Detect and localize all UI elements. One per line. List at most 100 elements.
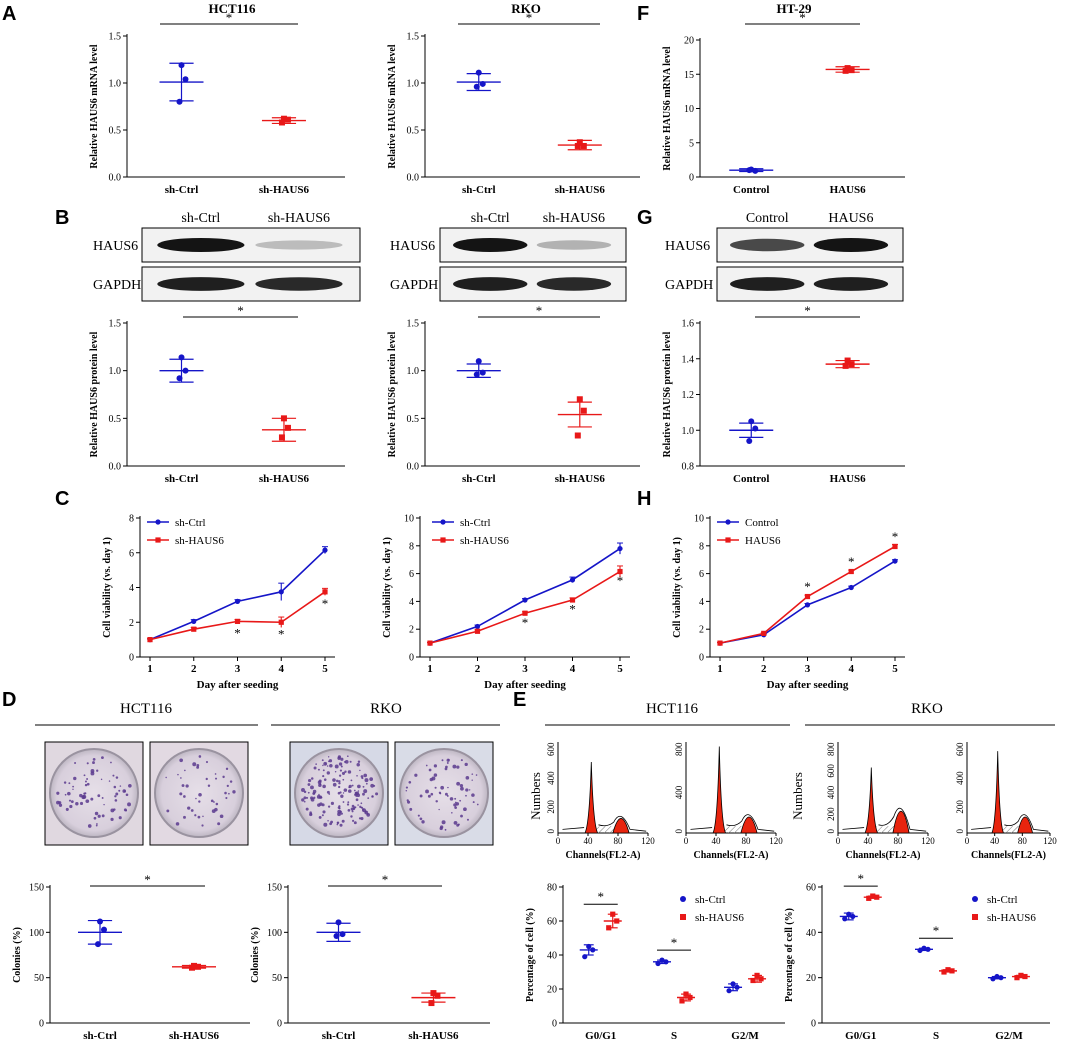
hist-y-tick-label: 200: [546, 800, 556, 814]
colony-dot: [326, 771, 330, 775]
colony-dot: [440, 785, 445, 790]
colony-dot: [350, 815, 353, 818]
colony-dot: [307, 778, 312, 783]
colony-dot: [232, 790, 236, 794]
colony-dot: [369, 777, 374, 781]
colony-dot: [463, 807, 467, 812]
y-tick-label: 0: [129, 653, 134, 664]
colony-dot: [350, 779, 353, 782]
western-blot-g-ht29: Control HAUS6 HAUS6 GAPDH: [665, 211, 904, 302]
hist-y-tick-label: 800: [674, 742, 684, 756]
y-tick-label: 6: [409, 569, 414, 580]
colony-dot: [175, 822, 180, 826]
colony-dot: [362, 792, 365, 796]
blot-lane-label: sh-HAUS6: [543, 211, 605, 226]
colony-dot: [322, 784, 326, 789]
x-category-label: sh-HAUS6: [259, 184, 310, 196]
x-tick-label: 2: [475, 663, 481, 675]
colony-dot: [460, 786, 464, 791]
colony-dot: [319, 783, 322, 786]
colony-dot: [165, 776, 167, 779]
colony-dot: [419, 794, 423, 798]
colony-dot: [465, 776, 470, 780]
x-category-label: sh-HAUS6: [259, 473, 310, 485]
y-axis-label: Percentage of cell (%): [784, 908, 795, 1002]
data-point: [663, 959, 669, 965]
data-point: [339, 931, 346, 938]
colony-dot: [417, 814, 420, 817]
panel-letter-e: E: [513, 689, 526, 711]
colony-dot: [336, 779, 339, 783]
significance-star: *: [569, 602, 576, 617]
significance-star: *: [536, 303, 543, 318]
flow-group-title: RKO: [911, 701, 943, 717]
blot-lane-label: sh-HAUS6: [268, 211, 330, 226]
colony-dot: [468, 789, 471, 791]
colony-dot: [338, 774, 342, 777]
hist-g1-peak: [584, 762, 599, 834]
colony-dot: [428, 768, 432, 772]
significance-star: *: [671, 935, 678, 950]
blot-row-label: HAUS6: [665, 239, 710, 254]
significance-star: *: [933, 923, 940, 938]
y-axis-label: Relative HAUS6 protein level: [89, 331, 100, 457]
colony-dot: [64, 793, 67, 796]
data-point: [659, 957, 665, 963]
x-tick-label: 1: [147, 663, 153, 675]
y-tick-label: 0: [689, 173, 694, 184]
colony-dot: [357, 760, 361, 763]
colony-dot: [310, 777, 314, 780]
colony-dot: [459, 799, 462, 802]
data-point: [178, 354, 185, 361]
colony-dot: [93, 816, 97, 820]
colony-dot: [322, 764, 324, 767]
colony-dot: [198, 755, 202, 758]
colony-dot: [466, 818, 469, 821]
y-tick-label: 10: [404, 514, 414, 525]
colony-dot: [347, 770, 352, 774]
data-point: [804, 602, 811, 608]
colony-dot: [114, 799, 118, 802]
legend-marker: [725, 519, 731, 525]
blot-band: [255, 277, 343, 291]
data-point: [804, 593, 811, 600]
colony-dot: [339, 810, 343, 813]
colony-dot: [351, 810, 354, 813]
data-point: [333, 932, 340, 939]
colony-dot: [434, 786, 437, 789]
colony-dot: [456, 765, 460, 769]
blot-band: [453, 238, 528, 252]
y-tick-label: 100: [267, 928, 282, 939]
colony-dot: [214, 773, 217, 775]
x-axis-label: Day after seeding: [767, 679, 849, 691]
data-point: [1018, 972, 1024, 978]
data-point: [994, 973, 1000, 980]
data-point: [866, 895, 872, 901]
colony-dot: [101, 756, 104, 760]
hist-x-tick-label: 40: [584, 836, 594, 846]
data-point: [921, 945, 927, 951]
colony-dot: [353, 789, 356, 792]
colony-dot: [366, 813, 371, 817]
hist-x-axis-label: Channels(FL2-A): [971, 850, 1046, 861]
x-category-label: sh-Ctrl: [462, 184, 496, 196]
colony-dot: [229, 780, 233, 783]
colony-dot: [328, 759, 333, 763]
colony-dot: [317, 803, 321, 807]
colony-dot: [408, 780, 412, 784]
colony-dot: [342, 801, 345, 803]
y-tick-label: 0: [699, 653, 704, 664]
colony-dot: [351, 784, 354, 787]
x-category-label: sh-HAUS6: [555, 184, 606, 196]
hist-fit-curve: [842, 807, 927, 832]
colony-dot: [362, 785, 365, 788]
y-tick-label: 100: [29, 928, 44, 939]
x-category-label: HAUS6: [830, 184, 867, 196]
colony-dot: [338, 785, 341, 789]
data-point: [941, 969, 947, 975]
colony-dot: [181, 784, 185, 788]
colony-dot: [303, 796, 307, 800]
flow-ylabel: Numbers: [790, 772, 805, 820]
y-tick-label: 50: [272, 973, 282, 984]
colony-dot: [198, 800, 201, 803]
